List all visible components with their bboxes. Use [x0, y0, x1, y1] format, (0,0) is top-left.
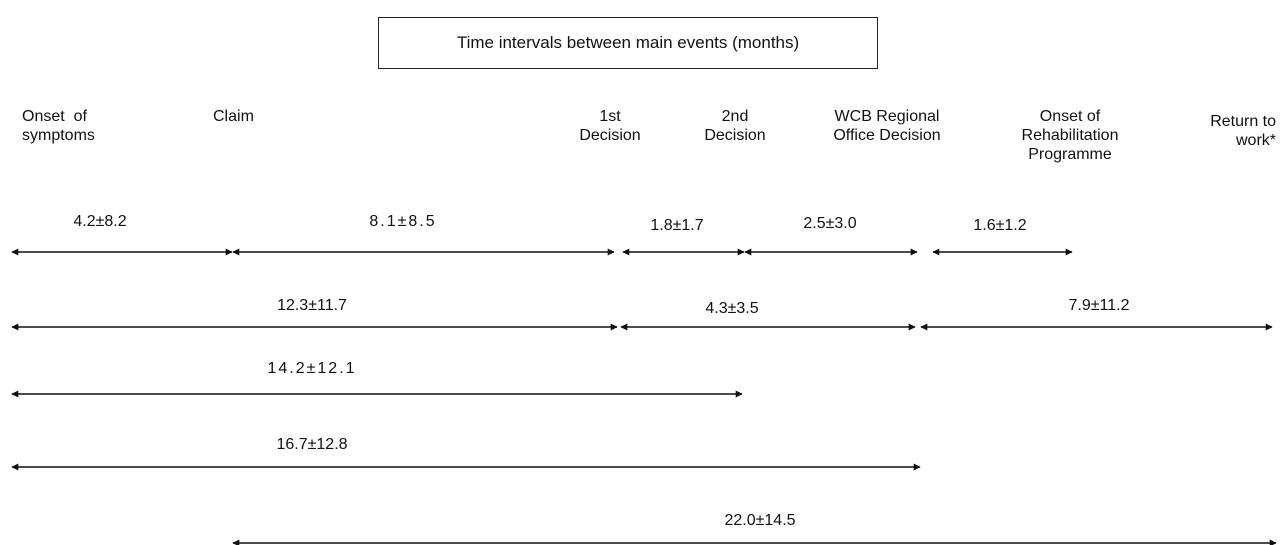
event-line: Rehabilitation	[1021, 127, 1119, 144]
event-line: 2nd	[721, 108, 749, 125]
event-line: Claim	[213, 108, 254, 125]
event-line: Decision	[579, 127, 641, 144]
event-line: symptoms	[22, 127, 95, 144]
interval-label-1st-2nd-decision: 1.8±1.7	[650, 217, 704, 234]
diagram-title: Time intervals between main events (mont…	[378, 17, 878, 69]
event-onset-of-symptoms: Onset of symptoms	[22, 107, 95, 145]
event-line: 1st	[599, 108, 621, 125]
event-line: WCB Regional	[834, 108, 940, 125]
event-return-to-work: Return to work*	[1180, 112, 1276, 150]
event-line: Programme	[1028, 146, 1112, 163]
interval-label-onset-claim: 4.2±8.2	[73, 213, 127, 230]
interval-label-claim-1st-decision: 8.1±8.5	[369, 213, 437, 230]
interval-label-1st-wcb-decision: 4.3±3.5	[705, 300, 759, 317]
event-line: Onset of	[22, 108, 87, 125]
event-claim: Claim	[213, 107, 254, 126]
event-line: Decision	[704, 127, 766, 144]
event-line: work*	[1235, 132, 1276, 149]
interval-label-wcb-rehab: 1.6±1.2	[973, 217, 1027, 234]
event-line: Office Decision	[833, 127, 941, 144]
interval-label-wcb-return-to-work: 7.9±11.2	[1068, 297, 1130, 314]
event-line: Onset of	[1039, 108, 1101, 125]
interval-label-2nd-wcb-decision: 2.5±3.0	[803, 215, 857, 232]
event-wcb-regional-office-decision: WCB Regional Office Decision	[802, 107, 972, 145]
interval-label-onset-wcb-decision: 16.7±12.8	[276, 436, 348, 453]
event-1st-decision: 1st Decision	[560, 107, 660, 145]
interval-label-onset-2nd-decision: 14.2±12.1	[267, 360, 357, 377]
event-line: Return to	[1210, 113, 1276, 130]
diagram-title-text: Time intervals between main events (mont…	[456, 33, 800, 52]
interval-label-claim-return-to-work: 22.0±14.5	[724, 512, 796, 529]
event-onset-of-rehabilitation-programme: Onset of Rehabilitation Programme	[1000, 107, 1140, 164]
interval-label-onset-1st-decision: 12.3±11.7	[277, 297, 347, 314]
event-2nd-decision: 2nd Decision	[685, 107, 785, 145]
